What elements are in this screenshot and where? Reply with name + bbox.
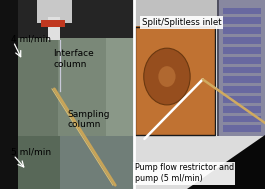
FancyBboxPatch shape [134,0,265,26]
FancyBboxPatch shape [218,0,265,136]
FancyBboxPatch shape [217,0,219,136]
FancyBboxPatch shape [0,0,134,189]
FancyBboxPatch shape [60,136,134,189]
Ellipse shape [158,66,175,87]
Text: 4 ml/min: 4 ml/min [11,34,51,43]
FancyBboxPatch shape [223,86,261,93]
FancyBboxPatch shape [223,96,261,103]
FancyBboxPatch shape [37,0,72,23]
FancyBboxPatch shape [223,27,261,34]
Text: Sampling
column: Sampling column [68,110,110,129]
FancyBboxPatch shape [0,0,18,189]
FancyBboxPatch shape [41,20,65,27]
Text: Interface
column: Interface column [53,49,94,69]
FancyBboxPatch shape [223,106,261,113]
FancyBboxPatch shape [223,8,261,14]
FancyBboxPatch shape [58,38,106,136]
FancyBboxPatch shape [18,0,134,38]
FancyBboxPatch shape [223,57,261,64]
Text: Pump flow restrictor and
pump (5 ml/min): Pump flow restrictor and pump (5 ml/min) [135,163,234,183]
FancyBboxPatch shape [18,38,58,136]
FancyBboxPatch shape [223,17,261,24]
FancyBboxPatch shape [223,67,261,73]
FancyBboxPatch shape [223,116,261,122]
Text: 5 ml/min: 5 ml/min [11,147,51,156]
FancyBboxPatch shape [134,26,216,136]
FancyBboxPatch shape [223,47,261,54]
FancyBboxPatch shape [223,37,261,44]
FancyBboxPatch shape [106,38,134,136]
Ellipse shape [144,48,190,105]
FancyBboxPatch shape [134,136,265,189]
FancyBboxPatch shape [223,125,261,132]
FancyBboxPatch shape [18,136,60,189]
Text: Split/Splitless inlet: Split/Splitless inlet [142,18,221,27]
FancyBboxPatch shape [223,76,261,83]
Polygon shape [187,135,265,189]
FancyBboxPatch shape [48,17,60,40]
